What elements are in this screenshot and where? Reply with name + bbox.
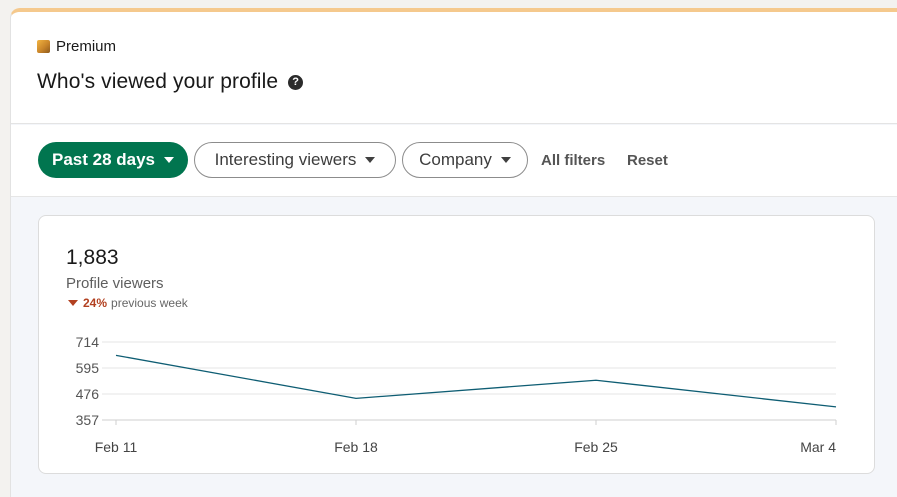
x-tick-label: Feb 18: [334, 439, 378, 455]
y-tick-label: 476: [76, 386, 100, 402]
weekly-change: 24% previous week: [68, 296, 188, 310]
interesting-viewers-dropdown[interactable]: Interesting viewers: [194, 142, 396, 178]
caret-down-icon: [164, 157, 174, 163]
page-title-row: Who's viewed your profile ?: [37, 70, 304, 94]
filter-bar: Past 28 days Interesting viewers Company…: [11, 125, 897, 197]
y-tick-label: 714: [76, 334, 100, 350]
x-tick-label: Mar 4: [800, 439, 836, 455]
weekly-change-value: 24%: [83, 296, 108, 310]
all-filters-button[interactable]: All filters: [541, 151, 606, 169]
x-tick-label: Feb 11: [95, 439, 138, 455]
x-tick-label: Feb 25: [574, 439, 618, 455]
viewer-count-label: Profile viewers: [66, 275, 164, 292]
viewers-panel: Premium Who's viewed your profile ? Past…: [10, 8, 897, 497]
series-line: [115, 354, 837, 408]
premium-badge: Premium: [37, 38, 116, 55]
viewer-count: 1,883: [66, 246, 119, 269]
question-circle-icon[interactable]: ?: [288, 74, 304, 90]
time-range-dropdown[interactable]: Past 28 days: [38, 142, 188, 178]
caret-down-icon: [500, 157, 511, 163]
profile-viewers-card: 1,883 Profile viewers 24% previous week …: [38, 215, 875, 474]
company-dropdown[interactable]: Company: [402, 142, 528, 178]
viewers-line-chart: 357 476 595 714 Feb 11 Feb 18 Feb 25 Mar 4: [76, 334, 837, 455]
y-tick-label: 357: [76, 412, 100, 428]
interesting-viewers-label: Interesting viewers: [214, 150, 357, 169]
caret-down-icon: [68, 300, 78, 306]
weekly-change-label: previous week: [111, 296, 188, 310]
premium-label: Premium: [56, 38, 117, 55]
reset-button[interactable]: Reset: [627, 151, 668, 169]
time-range-label: Past 28 days: [51, 150, 155, 169]
y-tick-label: 595: [76, 360, 100, 376]
premium-icon: [37, 40, 50, 53]
page-title: Who's viewed your profile: [37, 70, 279, 93]
caret-down-icon: [365, 157, 376, 163]
company-label: Company: [419, 150, 492, 169]
page-header: Premium Who's viewed your profile ?: [11, 12, 897, 124]
